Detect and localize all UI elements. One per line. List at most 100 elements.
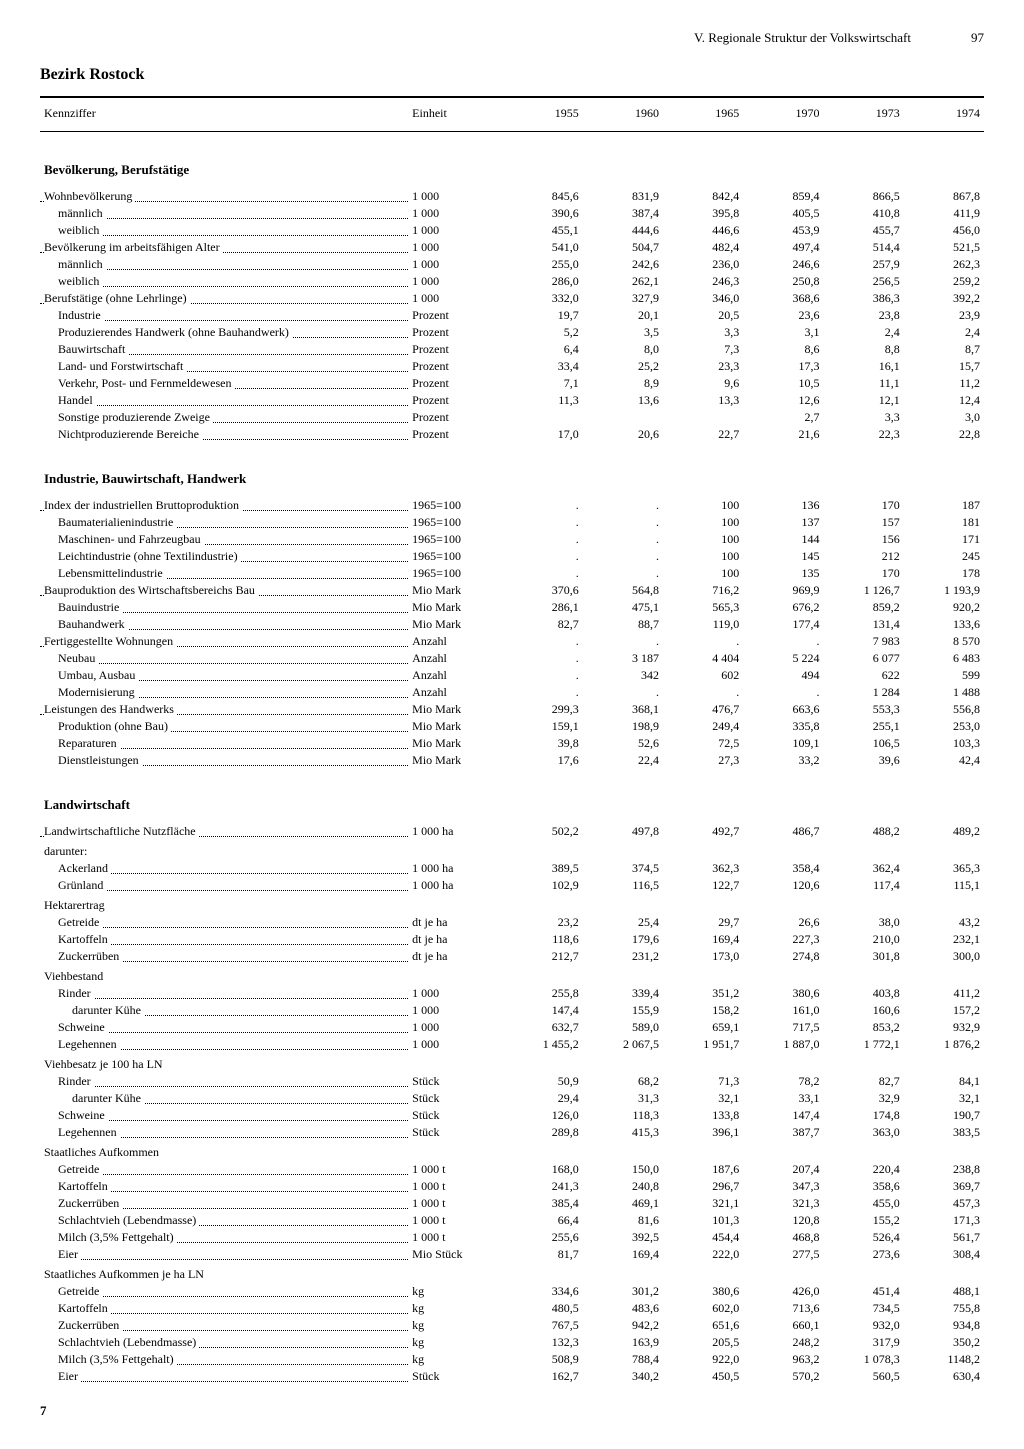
row-value: 3,5 (583, 324, 663, 341)
row-value: 273,6 (824, 1246, 904, 1263)
table-row: Bauproduktion des Wirtschaftsbereichs Ba… (40, 582, 984, 599)
row-unit: 1 000 ha (408, 860, 502, 877)
row-value: 7,3 (663, 341, 743, 358)
row-value: 250,8 (743, 273, 823, 290)
row-value: . (583, 531, 663, 548)
row-label: Rinder (40, 985, 408, 1002)
row-value: 1 887,0 (743, 1036, 823, 1053)
row-value: . (503, 531, 583, 548)
row-label: Landwirtschaftliche Nutzfläche (40, 823, 408, 840)
col-year-0: 1955 (503, 98, 583, 129)
row-value: 866,5 (824, 188, 904, 205)
row-value: 335,8 (743, 718, 823, 735)
row-unit: kg (408, 1317, 502, 1334)
row-value: 622 (824, 667, 904, 684)
row-value: 755,8 (904, 1300, 984, 1317)
table-row: RinderStück50,968,271,378,282,784,1 (40, 1073, 984, 1090)
row-value: 12,1 (824, 392, 904, 409)
row-unit: 1965=100 (408, 514, 502, 531)
row-value: 561,7 (904, 1229, 984, 1246)
row-unit: 1 000 (408, 1019, 502, 1036)
row-value: 589,0 (583, 1019, 663, 1036)
row-value: 488,2 (824, 823, 904, 840)
row-value: 12,4 (904, 392, 984, 409)
row-value: 1 126,7 (824, 582, 904, 599)
row-value: 207,4 (743, 1161, 823, 1178)
row-unit: Mio Mark (408, 718, 502, 735)
row-value: 521,5 (904, 239, 984, 256)
row-unit: Mio Mark (408, 735, 502, 752)
row-value: 301,8 (824, 948, 904, 965)
row-value: 842,4 (663, 188, 743, 205)
table-row: Kartoffelndt je ha118,6179,6169,4227,321… (40, 931, 984, 948)
row-value: 212,7 (503, 948, 583, 965)
row-unit: 1 000 (408, 256, 502, 273)
row-unit: Stück (408, 1368, 502, 1385)
row-unit: 1 000 (408, 222, 502, 239)
row-value: 565,3 (663, 599, 743, 616)
section-heading: Landwirtschaft (40, 769, 984, 823)
row-value: 468,8 (743, 1229, 823, 1246)
table-row: Kartoffelnkg480,5483,6602,0713,6734,5755… (40, 1300, 984, 1317)
row-value: 476,7 (663, 701, 743, 718)
row-value: . (663, 684, 743, 701)
row-value: 455,1 (503, 222, 583, 239)
row-value: 169,4 (663, 931, 743, 948)
row-value: 23,2 (503, 914, 583, 931)
row-value: 210,0 (824, 931, 904, 948)
row-value: 358,6 (824, 1178, 904, 1195)
row-value: . (583, 497, 663, 514)
row-unit: dt je ha (408, 914, 502, 931)
sub-heading: Staatliches Aufkommen (40, 1141, 984, 1161)
row-value: 101,3 (663, 1212, 743, 1229)
row-value: . (503, 548, 583, 565)
row-label: Sonstige produzierende Zweige (40, 409, 408, 426)
row-value: 767,5 (503, 1317, 583, 1334)
row-value: 853,2 (824, 1019, 904, 1036)
col-year-3: 1970 (743, 98, 823, 129)
row-value: 22,3 (824, 426, 904, 443)
row-value: 659,1 (663, 1019, 743, 1036)
row-unit: Prozent (408, 375, 502, 392)
row-unit: 1 000 t (408, 1178, 502, 1195)
table-row: NeubauAnzahl.3 1874 4045 2246 0776 483 (40, 650, 984, 667)
row-value: 131,4 (824, 616, 904, 633)
row-value: 262,1 (583, 273, 663, 290)
row-value: . (743, 633, 823, 650)
row-label: Rinder (40, 1073, 408, 1090)
table-row: Ackerland1 000 ha389,5374,5362,3358,4362… (40, 860, 984, 877)
row-unit: Mio Mark (408, 599, 502, 616)
row-value: 410,8 (824, 205, 904, 222)
row-label: Wohnbevölkerung (40, 188, 408, 205)
table-row: darunter Kühe1 000147,4155,9158,2161,016… (40, 1002, 984, 1019)
table-row: Grünland1 000 ha102,9116,5122,7120,6117,… (40, 877, 984, 894)
row-value: 676,2 (743, 599, 823, 616)
table-row: ModernisierungAnzahl....1 2841 488 (40, 684, 984, 701)
row-value: 117,4 (824, 877, 904, 894)
col-year-1: 1960 (583, 98, 663, 129)
row-value: 190,7 (904, 1107, 984, 1124)
row-value: 259,2 (904, 273, 984, 290)
row-label: weiblich (40, 273, 408, 290)
table-row: Schlachtvieh (Lebendmasse)kg132,3163,920… (40, 1334, 984, 1351)
row-value: 2,7 (743, 409, 823, 426)
table-body: Bevölkerung, BerufstätigeWohnbevölkerung… (40, 134, 984, 1385)
row-value: 132,3 (503, 1334, 583, 1351)
row-value: 156 (824, 531, 904, 548)
row-label: Leistungen des Handwerks (40, 701, 408, 718)
row-value: 497,8 (583, 823, 663, 840)
row-value: 150,0 (583, 1161, 663, 1178)
col-year-4: 1973 (824, 98, 904, 129)
row-value: 859,2 (824, 599, 904, 616)
row-value: 321,1 (663, 1195, 743, 1212)
table-row: männlich1 000390,6387,4395,8405,5410,841… (40, 205, 984, 222)
page-number: 97 (971, 30, 984, 46)
row-value: 321,3 (743, 1195, 823, 1212)
row-value: 8,8 (824, 341, 904, 358)
row-value: 504,7 (583, 239, 663, 256)
row-value: 158,2 (663, 1002, 743, 1019)
row-value: 23,6 (743, 307, 823, 324)
row-value: 23,8 (824, 307, 904, 324)
row-value: 212 (824, 548, 904, 565)
row-value: 942,2 (583, 1317, 663, 1334)
